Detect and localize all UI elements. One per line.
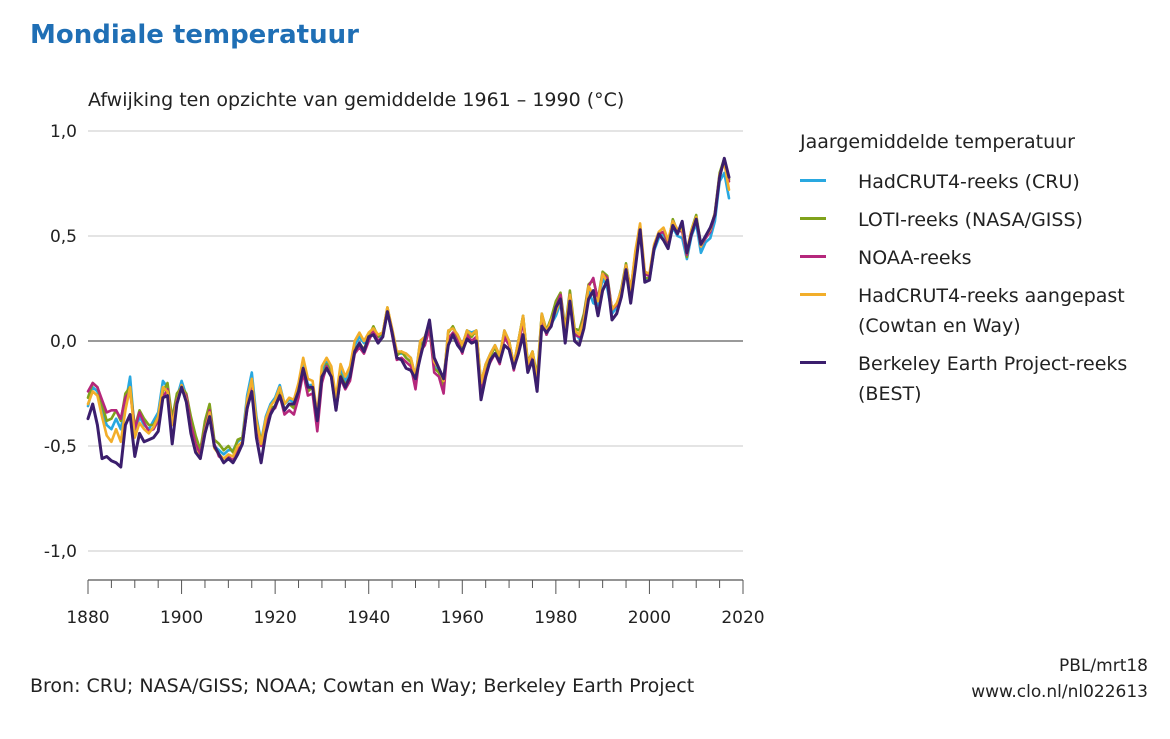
legend-label: LOTI-reeks (NASA/GISS) <box>858 209 1083 231</box>
legend-label: HadCRUT4-reeks (CRU) <box>858 171 1080 193</box>
x-tick-label: 1940 <box>347 608 390 628</box>
y-axis-label: Afwijking ten opzichte van gemiddelde 19… <box>88 89 625 111</box>
x-axis: 1880 1900 1920 1940 1960 1980 2000 2020 <box>66 579 765 628</box>
legend-swatch <box>800 255 826 258</box>
credit-line-1: PBL/mrt18 <box>1059 656 1148 676</box>
legend: Jaargemiddelde temperatuur HadCRUT4-reek… <box>800 131 1160 417</box>
legend-item: LOTI-reeks (NASA/GISS) <box>800 205 1160 235</box>
legend-swatch <box>800 179 826 182</box>
series-lines <box>86 156 731 469</box>
series-line <box>86 157 731 454</box>
legend-item: HadCRUT4-reeks aangepast (Cowtan en Way) <box>800 281 1160 341</box>
y-axis: 1,0 0,5 0,0 -0,5 -1,0 <box>44 122 77 562</box>
chart-title: Mondiale temperatuur <box>30 20 359 50</box>
x-tick-label: 1980 <box>534 608 577 628</box>
x-tick-label: 1900 <box>160 608 203 628</box>
x-tick-label: 1960 <box>441 608 484 628</box>
legend-item: HadCRUT4-reeks (CRU) <box>800 167 1160 197</box>
legend-swatch <box>800 217 826 220</box>
legend-title: Jaargemiddelde temperatuur <box>800 131 1075 153</box>
series-line <box>86 159 731 463</box>
y-tick-label: 0,5 <box>50 227 77 247</box>
gridlines <box>88 130 743 552</box>
legend-swatch <box>800 293 826 296</box>
legend-item: Berkeley Earth Project-reeks (BEST) <box>800 349 1160 409</box>
line-chart: 1880 1900 1920 1940 1960 1980 2000 2020 1,0 0,5 0… <box>44 122 765 628</box>
y-tick-label: 0,0 <box>50 332 77 352</box>
legend-swatch <box>800 361 826 364</box>
series-line <box>86 161 731 460</box>
y-tick-label: -1,0 <box>44 542 77 562</box>
series-line <box>86 171 731 458</box>
x-tick-label: 2000 <box>628 608 671 628</box>
legend-items: HadCRUT4-reeks (CRU) LOTI-reeks (NASA/GIS… <box>800 167 1160 409</box>
x-tick-label: 1880 <box>66 608 109 628</box>
legend-item: NOAA-reeks <box>800 243 1160 273</box>
x-tick-label: 1920 <box>254 608 297 628</box>
legend-label: Berkeley Earth Project-reeks (BEST) <box>858 353 1128 405</box>
credit-line-2: www.clo.nl/nl022613 <box>971 682 1148 702</box>
credit-block: PBL/mrt18 www.clo.nl/nl022613 <box>971 653 1148 705</box>
legend-label: HadCRUT4-reeks aangepast (Cowtan en Way) <box>858 285 1125 337</box>
y-tick-label: -0,5 <box>44 437 77 457</box>
series-line <box>86 156 731 469</box>
x-tick-label: 2020 <box>721 608 764 628</box>
y-tick-label: 1,0 <box>50 122 77 142</box>
source-note: Bron: CRU; NASA/GISS; NOAA; Cowtan en Wa… <box>30 675 695 697</box>
legend-label: NOAA-reeks <box>858 247 972 269</box>
